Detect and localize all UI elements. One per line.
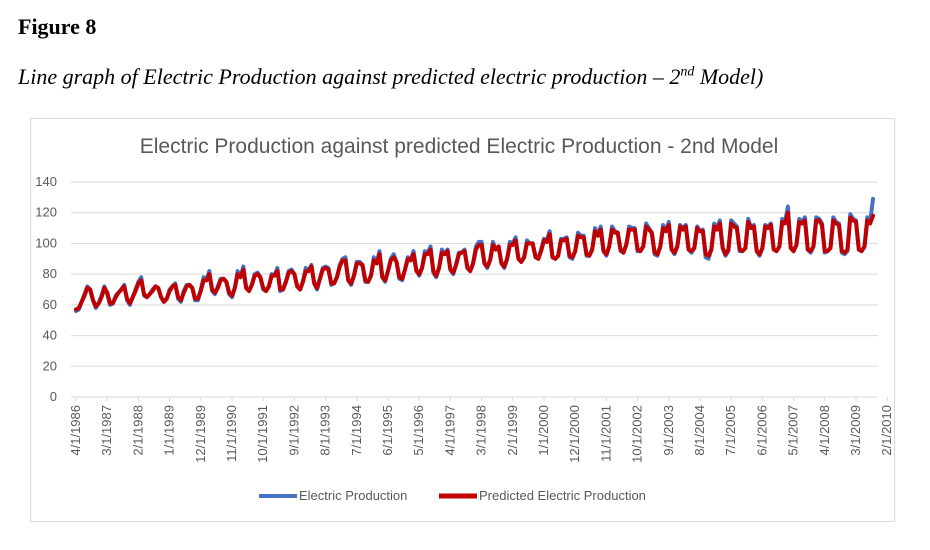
legend-label-predicted-electric-production: Predicted Electric Production bbox=[479, 488, 646, 503]
y-tick-label: 100 bbox=[35, 235, 57, 250]
x-tick-label: 3/1/1987 bbox=[99, 405, 114, 456]
y-tick-label: 20 bbox=[43, 358, 57, 373]
y-tick-label: 40 bbox=[43, 328, 57, 343]
x-tick-label: 4/1/1986 bbox=[68, 405, 83, 456]
legend: Electric Production Predicted Electric Pr… bbox=[259, 488, 646, 503]
x-tick-label: 1/1/2000 bbox=[536, 405, 551, 456]
legend-label-electric-production: Electric Production bbox=[299, 488, 407, 503]
series-lines bbox=[74, 196, 875, 313]
chart-frame: Electric Production against predicted El… bbox=[30, 118, 895, 522]
x-tick-label: 9/1/1992 bbox=[286, 405, 301, 456]
x-axis-ticks: 4/1/1986 3/1/1987 2/1/1988 1/1/1989 12/1/198… bbox=[68, 397, 894, 463]
x-tick-label: 10/1/1991 bbox=[255, 405, 270, 463]
x-tick-label: 2/1/1999 bbox=[505, 405, 520, 456]
x-tick-label: 6/1/2006 bbox=[754, 405, 769, 456]
x-tick-label: 12/1/2000 bbox=[567, 405, 582, 463]
x-tick-label: 10/1/2002 bbox=[630, 405, 645, 463]
x-tick-label: 6/1/1995 bbox=[380, 405, 395, 456]
y-axis-ticks: 0 20 40 60 80 100 120 140 bbox=[35, 174, 57, 404]
x-tick-label: 11/1/2001 bbox=[598, 405, 613, 462]
x-tick-label: 11/1/1990 bbox=[224, 405, 239, 462]
y-tick-label: 120 bbox=[35, 205, 57, 220]
x-tick-label: 1/1/1989 bbox=[162, 405, 177, 456]
grid-lines bbox=[71, 181, 878, 398]
x-tick-label: 5/1/1996 bbox=[411, 405, 426, 456]
x-tick-label: 8/1/1993 bbox=[318, 405, 333, 456]
x-tick-label: 4/1/1997 bbox=[442, 405, 457, 456]
x-tick-label: 7/1/2005 bbox=[723, 405, 738, 456]
x-tick-label: 3/1/2009 bbox=[848, 405, 863, 456]
chart-title: Electric Production against predicted El… bbox=[140, 135, 779, 158]
figure-caption: Line graph of Electric Production agains… bbox=[18, 64, 763, 90]
y-tick-label: 60 bbox=[43, 297, 57, 312]
caption-superscript: nd bbox=[680, 64, 695, 80]
series-line-predicted-electric-production bbox=[74, 210, 875, 312]
caption-main: Line graph of Electric Production agains… bbox=[18, 64, 681, 89]
x-tick-label: 8/1/2004 bbox=[692, 405, 707, 456]
caption-end: Model) bbox=[694, 64, 764, 89]
y-tick-label: 80 bbox=[43, 266, 57, 281]
x-tick-label: 7/1/1994 bbox=[349, 405, 364, 456]
x-tick-label: 3/1/1998 bbox=[474, 405, 489, 456]
x-tick-label: 2/1/1988 bbox=[130, 405, 145, 456]
figure-label: Figure 8 bbox=[18, 14, 97, 39]
x-tick-label: 12/1/1989 bbox=[193, 405, 208, 463]
x-tick-label: 4/1/2008 bbox=[817, 405, 832, 456]
x-tick-label: 2/1/2010 bbox=[879, 405, 894, 456]
y-tick-label: 140 bbox=[35, 174, 57, 189]
x-tick-label: 5/1/2007 bbox=[786, 405, 801, 456]
x-tick-label: 9/1/2003 bbox=[661, 405, 676, 456]
line-chart: Electric Production against predicted El… bbox=[35, 135, 894, 503]
y-tick-label: 0 bbox=[50, 389, 57, 404]
